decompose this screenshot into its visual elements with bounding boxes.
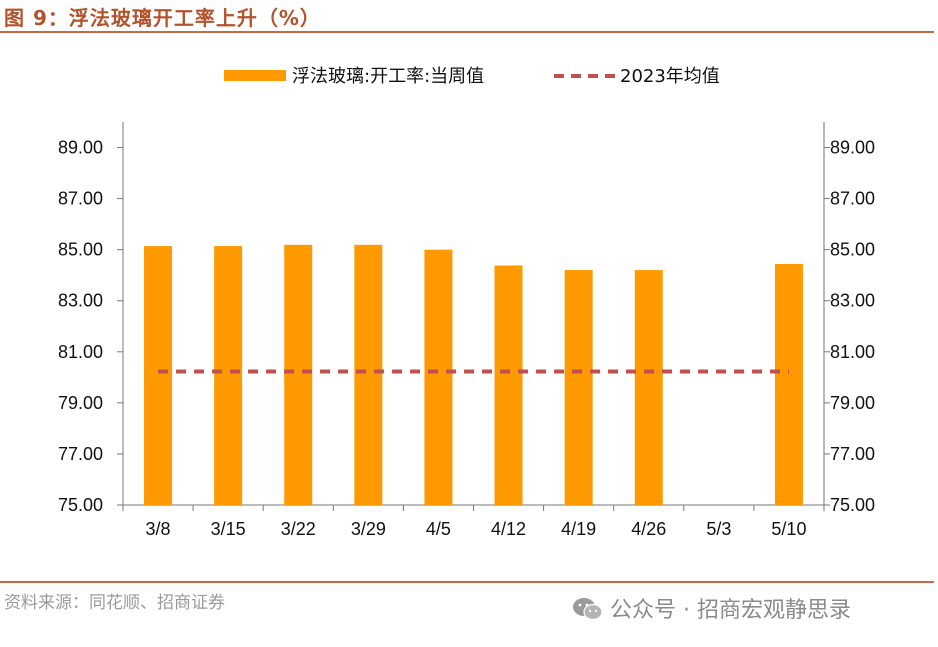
bar (354, 244, 383, 505)
right-y-tick-label: 83.00 (830, 291, 875, 311)
right-y-tick-label: 77.00 (830, 444, 875, 464)
x-tick-label: 4/26 (631, 519, 666, 539)
right-y-tick-label: 75.00 (830, 495, 875, 515)
watermark: 公众号 · 招商宏观静思录 (572, 592, 851, 624)
left-y-tick-label: 81.00 (58, 342, 103, 362)
x-tick-label: 3/29 (351, 519, 386, 539)
left-y-tick-label: 77.00 (58, 444, 103, 464)
x-tick-label: 4/19 (561, 519, 596, 539)
right-y-tick-label: 85.00 (830, 240, 875, 260)
bar (144, 246, 173, 506)
right-y-ticks: 75.00 77.00 79.00 81.00 83.00 85.00 87.00 89.00 (824, 138, 875, 515)
bottom-divider (0, 581, 934, 583)
bar (214, 246, 243, 506)
x-tick-label: 4/5 (426, 519, 451, 539)
legend-bar-swatch (224, 70, 286, 81)
legend: 浮法玻璃:开工率:当周值 2023年均值 (224, 66, 720, 87)
left-y-tick-label: 75.00 (58, 495, 103, 515)
x-ticks: 3/8 3/15 3/22 3/29 4/5 4/12 4/19 4/26 5/3 5/10 (122, 505, 825, 539)
x-tick-label: 5/3 (706, 519, 731, 539)
left-y-tick-label: 87.00 (58, 189, 103, 209)
wechat-icon (573, 598, 603, 621)
x-tick-label: 3/15 (211, 519, 246, 539)
bar (564, 270, 593, 505)
bar (284, 244, 313, 505)
watermark-text: 公众号 · 招商宏观静思录 (610, 598, 851, 623)
figure-title: 图 9：浮法玻璃开工率上升（%） (4, 6, 321, 30)
bar (634, 270, 663, 505)
bar-series (144, 244, 803, 506)
left-y-tick-label: 83.00 (58, 291, 103, 311)
bar (774, 263, 803, 505)
x-tick-label: 3/8 (146, 519, 171, 539)
legend-bar-label: 浮法玻璃:开工率:当周值 (292, 66, 484, 87)
left-y-tick-label: 79.00 (58, 393, 103, 413)
legend-line-label: 2023年均值 (620, 66, 720, 87)
bar (494, 265, 523, 505)
bar-chart: 浮法玻璃:开工率:当周值 2023年均值 75.00 77.00 79.00 81.0… (58, 66, 875, 539)
left-y-tick-label: 89.00 (58, 138, 103, 158)
right-y-tick-label: 79.00 (830, 393, 875, 413)
right-y-tick-label: 81.00 (830, 342, 875, 362)
right-y-tick-label: 89.00 (830, 138, 875, 158)
x-tick-label: 4/12 (491, 519, 526, 539)
source-note: 资料来源：同花顺、招商证券 (4, 593, 225, 613)
bar (424, 249, 453, 505)
x-tick-label: 3/22 (281, 519, 316, 539)
right-y-tick-label: 87.00 (830, 189, 875, 209)
left-y-ticks: 75.00 77.00 79.00 81.00 83.00 85.00 87.00 89.00 (58, 138, 123, 515)
left-y-tick-label: 85.00 (58, 240, 103, 260)
x-tick-label: 5/10 (771, 519, 806, 539)
top-divider (0, 31, 934, 33)
plot-area: 75.00 77.00 79.00 81.00 83.00 85.00 87.00 89.00… (58, 122, 875, 539)
